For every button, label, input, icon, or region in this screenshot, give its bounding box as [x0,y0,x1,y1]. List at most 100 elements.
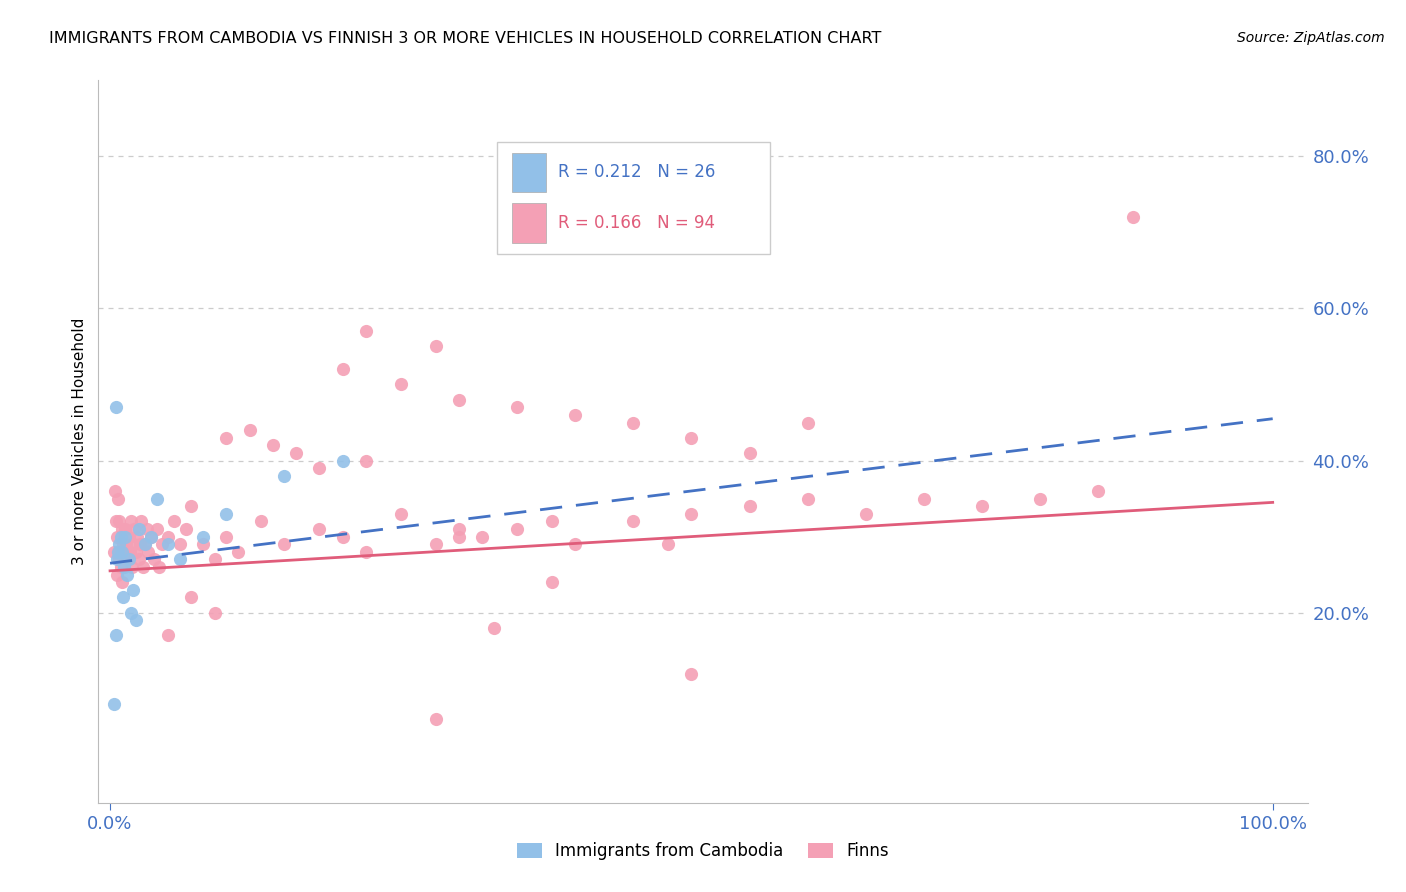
Point [506,522,529,536]
Point [332,362,354,376]
Point [912,491,935,506]
Point [564,408,586,422]
Point [540,515,562,529]
Point [104,515,127,529]
Point [104,401,127,415]
Point [215,431,238,445]
Point [204,552,226,566]
Point [796,491,818,506]
Point [129,537,152,551]
Point [157,628,180,642]
Point [180,591,202,605]
Point [1087,483,1109,498]
Point [134,537,156,551]
Point [471,530,494,544]
Point [681,431,703,445]
Point [738,499,761,513]
Point [970,499,993,513]
Point [125,530,148,544]
Point [1122,210,1144,224]
Point [108,515,131,529]
Point [117,567,139,582]
Point [239,423,262,437]
Point [124,613,146,627]
Point [124,545,146,559]
Point [157,537,180,551]
Point [180,499,202,513]
Point [354,324,377,338]
Point [273,537,295,551]
Point [1029,491,1052,506]
Point [118,545,141,559]
Point [131,560,153,574]
Point [105,567,128,582]
FancyBboxPatch shape [512,203,546,243]
Point [447,522,470,536]
Point [110,530,132,544]
Point [138,545,160,559]
Point [150,537,173,551]
Point [111,522,134,536]
Point [111,575,134,590]
Point [657,537,679,551]
Point [447,392,470,407]
Point [389,507,412,521]
Point [425,339,447,353]
Text: R = 0.212   N = 26: R = 0.212 N = 26 [558,163,716,181]
Point [738,446,761,460]
Point [139,530,162,544]
Point [332,453,354,467]
Point [308,522,330,536]
Point [262,438,284,452]
Point [250,515,273,529]
Point [143,552,166,566]
Point [128,522,150,536]
Point [108,537,131,551]
Point [136,522,159,536]
Point [120,515,142,529]
Point [115,537,138,551]
Point [118,552,141,566]
Point [191,530,214,544]
Point [114,530,136,544]
Point [425,537,447,551]
Point [174,522,197,536]
Point [103,545,125,559]
Point [104,483,127,498]
Point [108,552,131,566]
Point [621,416,644,430]
Text: R = 0.166   N = 94: R = 0.166 N = 94 [558,214,714,232]
Point [148,560,170,574]
FancyBboxPatch shape [512,153,546,193]
Point [169,552,191,566]
Point [111,537,134,551]
Point [105,530,128,544]
Point [447,530,470,544]
Point [425,712,447,726]
Point [104,628,127,642]
Point [308,461,330,475]
Text: IMMIGRANTS FROM CAMBODIA VS FINNISH 3 OR MORE VEHICLES IN HOUSEHOLD CORRELATION : IMMIGRANTS FROM CAMBODIA VS FINNISH 3 OR… [49,31,882,46]
Point [163,515,186,529]
Point [506,401,529,415]
Point [105,552,128,566]
Point [540,575,562,590]
FancyBboxPatch shape [498,142,769,253]
Point [354,545,377,559]
Point [482,621,505,635]
Point [191,537,214,551]
Point [131,515,153,529]
Point [226,545,249,559]
Point [121,560,143,574]
Point [681,666,703,681]
Point [389,377,412,392]
Point [107,545,129,559]
Point [112,545,135,559]
Point [114,522,136,536]
Point [215,507,238,521]
Point [110,560,132,574]
Legend: Immigrants from Cambodia, Finns: Immigrants from Cambodia, Finns [510,836,896,867]
Point [122,582,145,597]
Point [621,515,644,529]
Point [273,468,295,483]
